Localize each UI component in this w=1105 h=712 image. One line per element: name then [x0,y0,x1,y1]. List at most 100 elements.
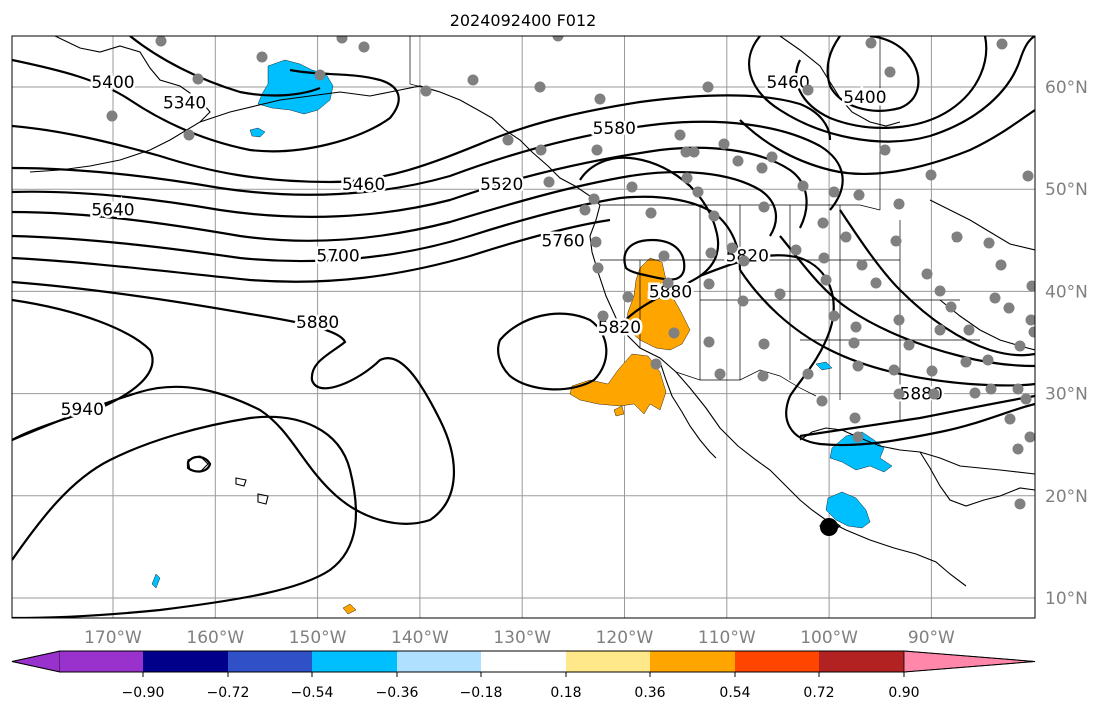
station-dot [816,395,828,407]
longitude-label: 160°W [186,628,244,648]
colorbar-segment [228,651,312,672]
station-dot [1004,413,1016,425]
station-dot [420,85,432,97]
negative-anomaly-pacific [151,573,161,589]
station-dot [903,339,915,351]
station-dot [502,134,514,146]
station-dot [1024,431,1035,443]
station-dot [960,356,972,368]
longitude-label: 140°W [391,628,449,648]
station-dot [969,387,981,399]
latitude-label: 40°N [1045,282,1088,302]
station-dot [1022,170,1034,182]
colorbar-segment [819,651,904,672]
station-dot [155,36,167,47]
negative-anomaly-alaska-small [249,127,266,138]
positive-anomaly-california [625,257,691,351]
station-dot [925,169,937,181]
station-dot [336,36,348,44]
longitude-label: 90°W [908,628,955,648]
station-dot [106,110,118,122]
storm-marker [820,518,838,536]
negative-anomaly-texas [815,361,833,371]
station-dot [692,186,704,198]
station-dot [1026,280,1035,292]
contour-label: 5520 [480,175,523,195]
contour-label: 5340 [163,93,206,113]
station-dot [543,176,555,188]
station-dot [535,144,547,156]
contour-label: 5760 [541,231,584,251]
station-dot [870,277,882,289]
station-dot [817,217,829,229]
map-frame [11,35,1036,619]
colorbar-segment [397,651,481,672]
station-dot [622,291,634,303]
positive-anomaly-pacific-south [342,603,357,615]
station-dot [820,274,832,286]
colorbar-segment [143,651,228,672]
station-dot [626,181,638,193]
political-borders [409,36,980,420]
station-dot [963,324,975,336]
colorbar-over-extension [903,650,1036,673]
station-dot [828,186,840,198]
longitude-label: 150°W [289,628,347,648]
positive-anomaly-baja [569,353,667,415]
map-title: 2024092400 F012 [450,11,597,30]
station-dot [934,285,946,297]
colorbar-tick-label: −0.54 [291,685,334,701]
station-dot [852,360,864,372]
station-dot [552,36,564,42]
station-dot [1028,326,1035,338]
colorbar-tick-label: 0.18 [550,685,581,701]
station-dot [802,368,814,380]
station-dot [893,314,905,326]
colorbar-segment [735,651,819,672]
station-dot [926,365,938,377]
station-dot [879,144,891,156]
station-dot [726,242,738,254]
contour-label: 5460 [342,175,385,195]
station-dot [802,84,814,96]
station-dot [849,412,861,424]
latitude-label: 30°N [1045,385,1088,405]
station-dot [818,252,830,264]
longitude-label: 170°W [84,628,142,648]
station-dot [848,337,860,349]
positive-anomaly-baja-small [613,405,625,417]
longitude-labels: 170°W 160°W 150°W 140°W 130°W 120°W 110°W 100°W… [84,628,955,648]
station-dot [888,364,900,376]
station-dot [579,204,591,216]
station-markers [106,36,1035,510]
station-dot [989,292,1001,304]
contour-label: 5700 [316,247,359,267]
station-dot [718,138,730,150]
anomaly-fills [151,59,961,615]
latitude-label: 50°N [1045,180,1088,200]
colorbar-tick-label: −0.36 [376,685,419,701]
station-dot [590,236,602,248]
colorbar-segment [60,651,143,672]
station-dot [183,129,195,141]
coastlines [29,36,1035,587]
colorbar-tick-label: 0.54 [719,685,750,701]
longitude-label: 130°W [493,628,551,648]
station-dot [658,250,670,262]
colorbar-segment [312,651,397,672]
station-dot [850,321,862,333]
station-dot [592,262,604,274]
station-dot [256,51,268,63]
station-dot [1020,393,1032,405]
station-dot [797,180,809,192]
station-dot [982,354,994,366]
station-dot [688,146,700,158]
station-dot [662,277,674,289]
colorbar-tick-label: 0.72 [803,685,834,701]
station-dot [921,268,933,280]
station-dot [1003,302,1015,314]
station-dot [705,247,717,259]
colorbar-segment [566,651,650,672]
longitude-label: 120°W [596,628,654,648]
station-dot [893,198,905,210]
